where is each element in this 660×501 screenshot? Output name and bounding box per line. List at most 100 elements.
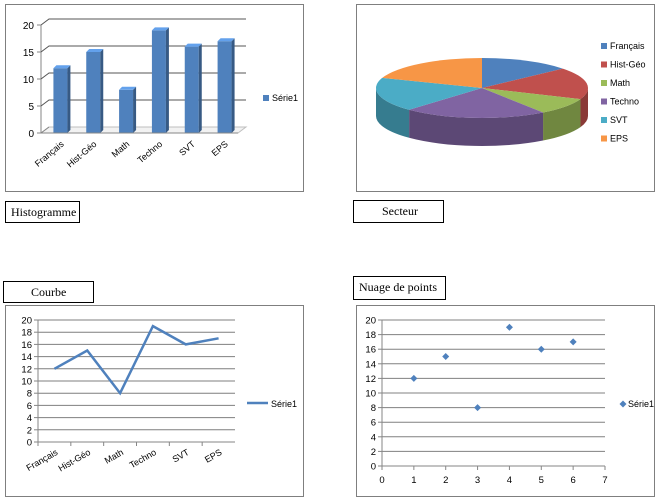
scatter-point	[474, 404, 482, 412]
line-y-tick-label: 14	[21, 352, 32, 363]
scatter-y-tick-label: 8	[371, 403, 376, 414]
line-y-tick-label: 4	[27, 413, 32, 424]
scatter-x-tick-label: 3	[475, 475, 480, 486]
bar-category-label: Hist-Géo	[65, 139, 99, 169]
line-y-tick-label: 0	[27, 438, 32, 449]
scatter-y-tick-label: 10	[365, 389, 376, 400]
pie-slice	[382, 58, 482, 88]
scatter-x-tick-label: 2	[443, 475, 448, 486]
bar-category-label: EPS	[210, 139, 230, 158]
bar-side	[100, 49, 104, 133]
pie-legend-swatch	[601, 61, 607, 68]
line-y-tick-label: 6	[27, 401, 32, 412]
bar-front	[217, 41, 232, 134]
bar-top	[151, 27, 169, 31]
scatter-y-tick-label: 4	[371, 432, 376, 443]
histogram-chart-panel: 0 5 10 15 20 Français Hist-Géo Math Techno SVT EPS…	[5, 4, 304, 192]
line-y-tick-label: 20	[21, 316, 32, 327]
pie-legend-swatch	[601, 98, 607, 105]
line-y-tick-label: 12	[21, 364, 32, 375]
line-y-tick-label: 16	[21, 340, 32, 351]
line-category-label: Math	[103, 447, 125, 466]
bar-gridline	[40, 72, 246, 80]
bar-top	[119, 86, 137, 90]
scatter-x-tick-label: 4	[507, 475, 512, 486]
scatter-x-tick-label: 1	[411, 475, 416, 486]
pie-legend-swatch	[601, 117, 607, 123]
bar-top	[217, 38, 235, 42]
bar-front	[119, 89, 134, 133]
scatter-x-tick-label: 5	[539, 475, 544, 486]
line-series-serie1	[53, 324, 219, 396]
bar-front	[184, 46, 199, 133]
bar-top	[53, 65, 71, 69]
scatter-legend-label: Série1	[628, 399, 654, 409]
pie-legend-swatch	[601, 135, 607, 142]
scatter-x-tick-label: 0	[379, 475, 384, 486]
bar-top	[184, 43, 202, 47]
bar-gridline	[40, 45, 246, 53]
histogram-chart: 0 5 10 15 20 Français Hist-Géo Math Techno SVT EPS…	[23, 18, 298, 169]
bar-y-tick-label: 5	[28, 102, 34, 113]
pie-legend-swatch	[601, 80, 607, 86]
bar-y-tick-label: 10	[23, 75, 35, 86]
line-legend-label: Série1	[271, 399, 297, 409]
bar-axis-depth	[40, 126, 50, 134]
bar-category-label: Techno	[136, 139, 165, 165]
histogram-caption: Histogramme	[5, 201, 80, 223]
bar-side	[231, 38, 235, 134]
scatter-x-tick-label: 7	[602, 475, 607, 486]
bar-top	[86, 49, 104, 52]
bar-y-tick-label: 20	[23, 21, 35, 32]
pie-chart: Français Hist-Géo Math Techno SVT EPS	[376, 41, 646, 146]
bar-floor	[39, 126, 248, 134]
line-y-tick-label: 8	[27, 389, 32, 400]
bar-front	[151, 30, 166, 133]
bar-side	[198, 43, 202, 133]
pie-legend-label: SVT	[610, 115, 628, 125]
pie-caption: Secteur	[353, 200, 444, 223]
scatter-legend-swatch	[619, 400, 627, 408]
scatter-caption: Nuage de points	[353, 276, 446, 300]
pie-slice-side	[409, 109, 544, 146]
pie-slice	[376, 77, 482, 110]
scatter-point	[505, 323, 513, 331]
line-y-tick-label: 10	[21, 377, 32, 388]
scatter-y-tick-label: 14	[365, 359, 376, 370]
bar-legend-swatch	[263, 95, 269, 101]
bar-gridline	[40, 99, 246, 107]
pie-chart-panel: Français Hist-Géo Math Techno SVT EPS	[356, 4, 655, 192]
line-y-tick-label: 2	[27, 425, 32, 436]
bar-legend-label: Série1	[272, 93, 298, 103]
pie-slice-side	[580, 88, 588, 128]
pie-legend-swatch	[601, 43, 607, 49]
scatter-y-tick-label: 18	[365, 330, 376, 341]
line-category-label: Français	[25, 447, 60, 473]
bar-side	[67, 65, 71, 133]
pie-legend-label: Français	[610, 41, 645, 51]
scatter-point	[410, 374, 418, 382]
bar-front	[53, 68, 68, 133]
scatter-point	[569, 338, 577, 346]
pie-slice	[482, 58, 563, 88]
pie-slice-side	[376, 88, 410, 138]
line-y-tick-label: 18	[21, 328, 32, 339]
pie-slice	[409, 88, 544, 118]
scatter-y-tick-label: 6	[371, 418, 376, 429]
bar-category-label: SVT	[177, 139, 197, 158]
pie-slice	[482, 68, 588, 100]
scatter-point	[442, 353, 450, 360]
bar-y-tick-label: 0	[28, 129, 34, 140]
pie-legend-label: EPS	[610, 134, 628, 144]
pie-legend-label: Techno	[610, 97, 639, 107]
scatter-y-tick-label: 16	[365, 345, 376, 356]
bar-side	[165, 27, 169, 133]
line-category-label: Techno	[128, 447, 158, 470]
scatter-point	[537, 345, 545, 353]
pie-legend-label: Math	[610, 78, 630, 88]
scatter-x-tick-label: 6	[570, 475, 575, 486]
line-category-label: SVT	[171, 447, 192, 465]
scatter-y-tick-label: 12	[365, 374, 376, 385]
